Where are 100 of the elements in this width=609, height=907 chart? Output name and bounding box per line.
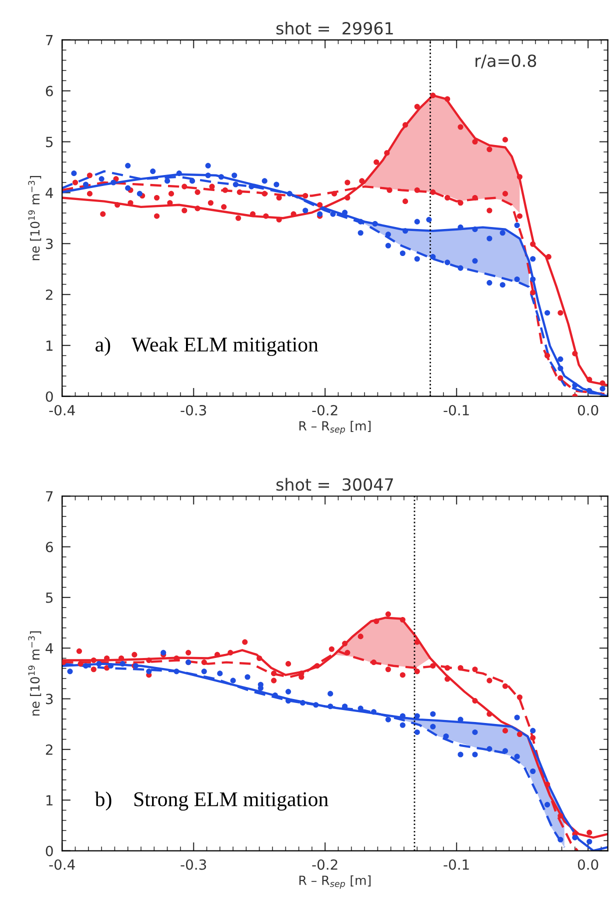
point (472, 666, 478, 672)
y-tick-label: 6 (46, 542, 53, 552)
point (486, 746, 492, 752)
chart-title: shot = 29961 (276, 22, 393, 35)
point (358, 634, 364, 640)
point (586, 830, 592, 836)
point (514, 754, 520, 760)
point (83, 182, 89, 188)
point (514, 714, 520, 720)
point (514, 222, 520, 228)
point (201, 668, 207, 674)
x-tick-label: 0.0 (578, 404, 598, 416)
y-tick-label: 5 (46, 136, 53, 148)
point (230, 678, 236, 684)
point (300, 700, 306, 706)
point (426, 216, 432, 222)
point (558, 813, 564, 819)
point (472, 729, 478, 735)
point (120, 661, 126, 667)
point (372, 220, 378, 227)
x-tick-label: -0.1 (444, 404, 469, 416)
y-axis-title: ne [10$^{19}$ m$^{−3}$] (28, 631, 42, 716)
point (586, 838, 592, 844)
y-tick-label: 0 (46, 846, 53, 856)
point (313, 702, 319, 708)
x-tick-label: 0.0 (578, 859, 598, 870)
point (71, 170, 77, 176)
point (164, 178, 170, 184)
y-tick-label: 5 (46, 592, 53, 603)
point (502, 728, 508, 734)
point (136, 190, 142, 196)
point (330, 211, 336, 217)
point (530, 256, 536, 262)
point (385, 611, 391, 617)
annotation: r/a=0.8 (476, 54, 536, 68)
point (228, 650, 234, 656)
point (385, 716, 391, 722)
point (78, 661, 84, 667)
point (125, 185, 131, 191)
point (472, 226, 478, 232)
point (400, 713, 406, 719)
point (205, 162, 211, 168)
y-tick-label: 4 (46, 643, 54, 654)
point (328, 646, 334, 652)
point (285, 688, 292, 694)
point (232, 172, 238, 178)
y-tick-label: 1 (46, 340, 52, 351)
x-tick-label: -0.3 (180, 859, 206, 870)
point (558, 356, 564, 362)
point (530, 768, 536, 774)
point (286, 190, 292, 196)
x-axis-title: R – R$_{sep}$ [m] (299, 875, 371, 889)
y-tick-label: 3 (46, 694, 53, 704)
point (125, 162, 131, 168)
point (414, 256, 420, 262)
point (118, 655, 124, 662)
x-axis-title: R – R$_{sep}$ [m] (299, 420, 371, 434)
point (458, 752, 464, 758)
point (400, 672, 406, 678)
point (443, 733, 449, 740)
point (486, 678, 492, 684)
point (244, 674, 250, 680)
point (430, 254, 436, 260)
y-tick-label: 1 (46, 795, 52, 806)
x-tick-label: -0.4 (49, 404, 75, 416)
point (502, 748, 508, 754)
point (572, 382, 578, 388)
point (472, 698, 478, 704)
point (256, 655, 262, 662)
point (176, 170, 182, 176)
point (414, 639, 420, 645)
point (400, 722, 406, 728)
point (400, 250, 406, 256)
point (370, 660, 377, 666)
point (544, 802, 550, 808)
point (430, 724, 436, 730)
point (430, 711, 436, 717)
x-tick-label: -0.2 (312, 404, 338, 416)
point (90, 657, 96, 664)
point (217, 670, 223, 676)
point (342, 640, 348, 646)
point (414, 668, 420, 674)
point (232, 182, 238, 188)
point (271, 678, 277, 684)
annotation: b) Strong ELM mitigation (94, 792, 328, 811)
point (430, 663, 436, 669)
point (108, 663, 114, 669)
point (314, 663, 320, 669)
point (572, 834, 578, 840)
y-tick-label: 6 (46, 86, 53, 96)
point (62, 660, 66, 666)
point (486, 711, 492, 717)
point (218, 174, 224, 180)
y-axis-title: ne [10$^{19}$ m$^{−3}$] (28, 176, 42, 260)
point (374, 618, 380, 624)
point (500, 282, 506, 288)
point (558, 836, 564, 842)
point (530, 735, 536, 741)
point (146, 657, 152, 664)
point (76, 648, 82, 654)
